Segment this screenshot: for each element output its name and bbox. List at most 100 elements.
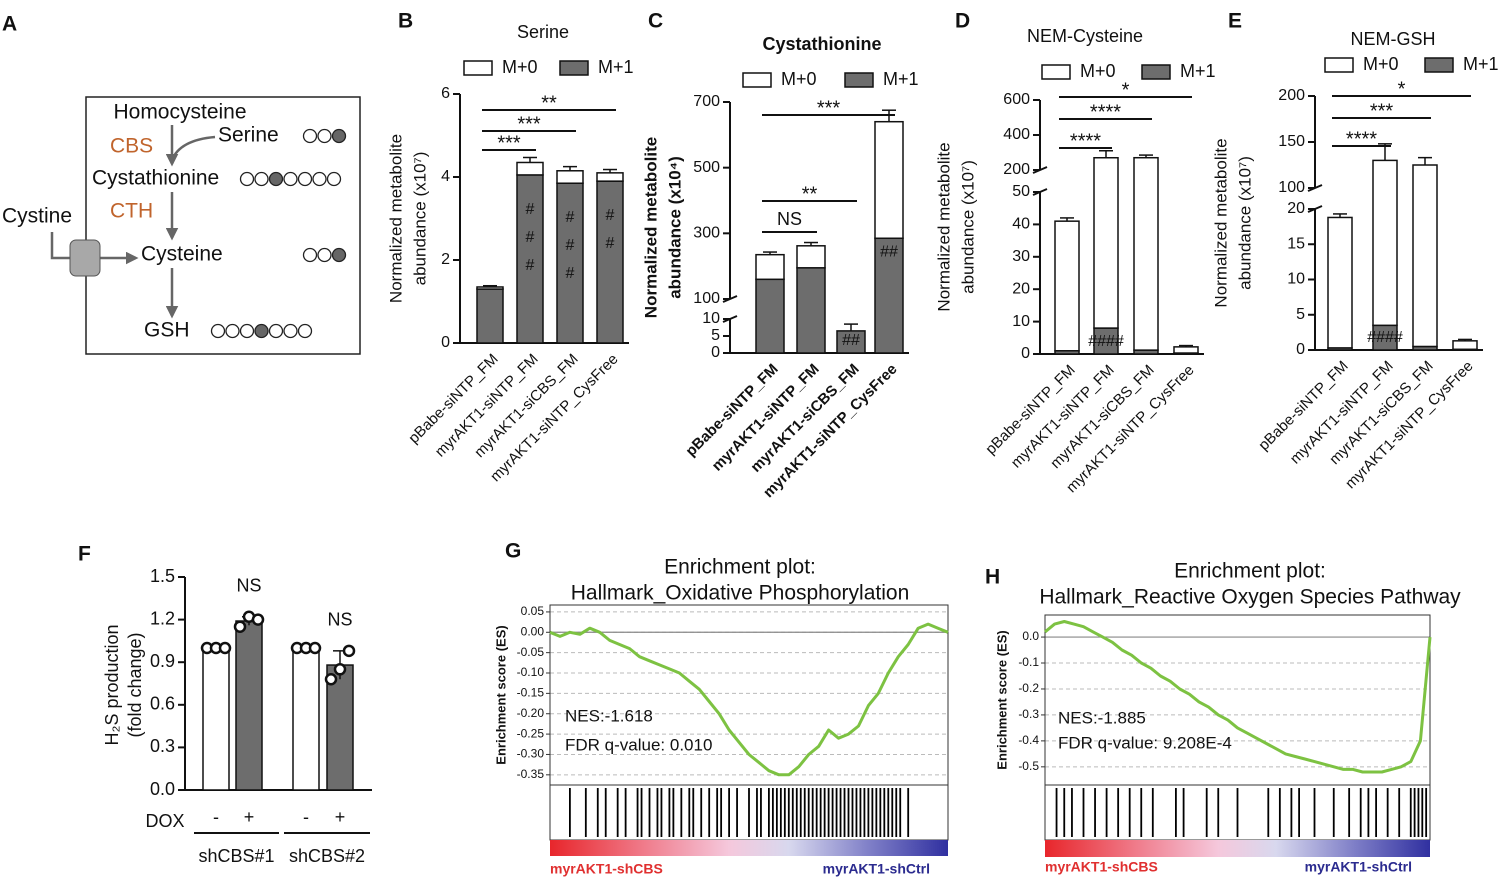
carbon — [283, 323, 298, 339]
data-point — [342, 644, 356, 658]
carbon — [268, 323, 284, 339]
enzyme: CTH — [110, 200, 153, 223]
x-sign: - — [303, 807, 309, 827]
bar-segment — [516, 174, 544, 344]
y-tick-label: -0.1 — [1018, 655, 1039, 669]
bar-segment — [796, 267, 826, 354]
annotation: NES:-1.885 — [1058, 708, 1146, 727]
y-tick-label: 5 — [1296, 306, 1305, 323]
y-tick-label: 40 — [1012, 216, 1030, 233]
y-tick-label: 1.5 — [150, 566, 175, 586]
legend-swatch — [1424, 57, 1454, 73]
significance-hash: ## — [606, 207, 615, 252]
carbon — [317, 128, 332, 144]
significance-label: *** — [817, 97, 841, 119]
carbon — [225, 323, 240, 339]
x-sign: - — [213, 807, 219, 827]
panel-label: F — [78, 543, 91, 566]
y-axis-label: H₂S production — [102, 624, 122, 745]
panel-label: E — [1228, 10, 1242, 33]
bar-segment — [1372, 159, 1398, 327]
node: GSH — [144, 319, 190, 342]
carbon — [326, 171, 342, 187]
transporter — [69, 239, 101, 277]
y-tick-label: 10 — [1287, 271, 1305, 288]
significance-hash: #### — [1088, 333, 1124, 350]
legend-label: M+1 — [1463, 54, 1499, 74]
axis-break — [722, 315, 738, 323]
bar-segment — [596, 180, 624, 344]
significance-label: *** — [517, 113, 541, 135]
y-tick-label: 0 — [441, 334, 450, 351]
significance-hash: # # # — [566, 209, 575, 282]
y-axis-label: abundance (x10⁷) — [1235, 156, 1254, 290]
data-point — [233, 620, 247, 633]
pathway-box — [85, 96, 361, 355]
es-line — [1044, 620, 1432, 774]
chart-title: Hallmark_Reactive Oxygen Species Pathway — [1039, 586, 1461, 609]
phenotype-label: myrAKT1-shCtrl — [1305, 859, 1412, 875]
arrow — [170, 135, 216, 161]
carbon — [317, 247, 332, 263]
carbon — [312, 171, 327, 187]
carbon — [254, 171, 269, 187]
y-tick-label: -0.3 — [1018, 707, 1039, 721]
y-tick-label: 0.3 — [150, 736, 175, 756]
carbon — [254, 323, 269, 339]
bar-segment — [516, 161, 544, 176]
panel-label: B — [398, 10, 413, 33]
bar — [202, 647, 230, 791]
y-tick-label: 10 — [1012, 313, 1030, 330]
y-tick-label: 0 — [711, 344, 720, 361]
axis-break — [1032, 188, 1048, 196]
y-tick-label: -0.2 — [1018, 681, 1039, 695]
y-tick-label: 300 — [693, 225, 720, 242]
phenotype-label: myrAKT1-shCBS — [550, 861, 663, 877]
bar-segment — [556, 182, 584, 344]
chart-title: NEM-GSH — [1351, 29, 1436, 49]
significance-label: **** — [1070, 130, 1101, 152]
node: Cystathionine — [92, 167, 219, 190]
bar-segment — [1452, 340, 1478, 351]
y-tick-label: 20 — [1012, 280, 1030, 297]
arrow — [50, 232, 70, 260]
carbon — [268, 171, 284, 187]
y-axis-label: Enrichment score (ES) — [493, 625, 508, 764]
bar-segment — [874, 237, 904, 354]
rank-heatbar — [1045, 840, 1430, 857]
legend-swatch — [844, 72, 874, 88]
panel-label: H — [985, 566, 1000, 589]
y-tick-label: -0.5 — [1018, 759, 1039, 773]
y-tick-label: -0.4 — [1018, 733, 1039, 747]
bar — [292, 647, 320, 791]
bar-segment — [1093, 157, 1119, 329]
annotation: FDR q-value: 0.010 — [565, 735, 712, 754]
significance-label: NS — [236, 576, 261, 596]
y-axis-label: abundance (x10⁷) — [410, 152, 429, 286]
panel-a: A Homocysteine CBS Serine Cystathionine … — [2, 13, 361, 355]
bar-segment — [476, 286, 504, 290]
bar-segment — [1372, 324, 1398, 351]
chart-title: NEM-Cysteine — [1027, 26, 1143, 46]
y-tick-label: 100 — [693, 290, 720, 307]
legend-swatch — [559, 60, 589, 76]
plot-frame — [1044, 614, 1431, 786]
significance-label: NS — [327, 610, 352, 630]
bar — [235, 620, 263, 791]
y-tick-label: 100 — [1278, 179, 1305, 196]
legend-label: M+0 — [781, 69, 817, 89]
significance-label: **** — [1346, 128, 1377, 150]
group-label: shCBS#2 — [289, 846, 365, 866]
legend-swatch — [742, 72, 772, 88]
carbon — [302, 128, 318, 144]
chart-title: Cystathionine — [762, 34, 881, 54]
bar-segment — [755, 253, 785, 281]
y-tick-label: 2 — [441, 251, 450, 268]
significance-hash: ## — [880, 243, 898, 260]
annotation: FDR q-value: 9.208E-4 — [1058, 733, 1232, 752]
y-tick-label: 0.0 — [1022, 629, 1039, 643]
chart-title: Enrichment plot: — [1174, 560, 1326, 583]
y-axis-label: Normalized metabolite — [641, 137, 660, 318]
chart-title: Enrichment plot: — [664, 556, 816, 579]
bar-segment — [1173, 346, 1199, 354]
